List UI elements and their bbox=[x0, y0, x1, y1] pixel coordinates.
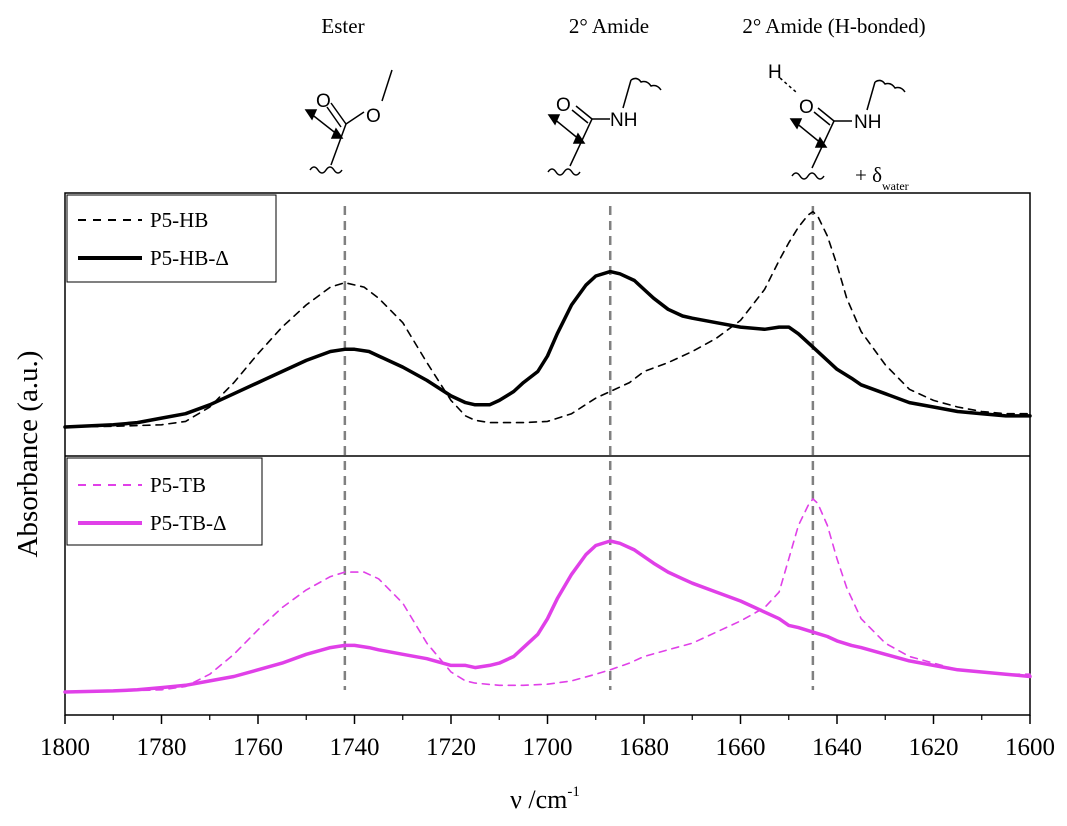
ester-o1-label: O bbox=[316, 91, 331, 112]
delta-prefix: + δ bbox=[855, 163, 882, 187]
ester-methyl-bond bbox=[381, 69, 393, 102]
amide-hb-wavy-bond-2 bbox=[874, 79, 906, 93]
amide-hb-o-label: O bbox=[799, 97, 814, 118]
ester-stretch-arrow bbox=[309, 112, 339, 136]
series-line-P5-HB bbox=[64, 210, 1031, 428]
amide-stretch-arrow bbox=[552, 117, 581, 141]
x-axis-label-main: ν /cm bbox=[510, 785, 567, 814]
ester-arrow-head-a bbox=[304, 109, 318, 121]
x-tick-label: 1640 bbox=[812, 734, 862, 761]
x-tick-label: 1780 bbox=[137, 734, 187, 761]
series-line-P5-TB bbox=[64, 498, 1031, 693]
x-tick-label: 1760 bbox=[233, 734, 283, 761]
amide-hb-arrow-head-a bbox=[789, 118, 803, 130]
amide-wavy-bond-2 bbox=[630, 77, 662, 91]
amide-arrow-head-a bbox=[547, 114, 561, 126]
series-line-P5-TB-Δ bbox=[63, 539, 1032, 694]
amide-hb-arrow-head-b bbox=[814, 136, 828, 148]
amide-hb-co-bond-a bbox=[817, 107, 835, 122]
reference-lines bbox=[343, 206, 815, 690]
amide-arrow-head-b bbox=[572, 132, 586, 144]
legend-top-label-2: P5-HB-Δ bbox=[150, 246, 229, 270]
ester-arrow-head-b bbox=[330, 127, 344, 139]
ester-structure bbox=[304, 69, 393, 174]
x-tick-label: 1720 bbox=[426, 734, 476, 761]
amide-hb-nc-bond bbox=[866, 81, 876, 111]
x-tick-label: 1600 bbox=[1005, 734, 1055, 761]
amide-hb-stretch-arrow bbox=[794, 121, 823, 145]
legend-top-box bbox=[66, 194, 277, 283]
x-tick-label: 1800 bbox=[40, 734, 90, 761]
legend-bottom-label-2: P5-TB-Δ bbox=[150, 511, 227, 535]
delta-subscript: water bbox=[882, 179, 909, 193]
series-line-P5-HB-Δ bbox=[63, 269, 1032, 429]
amide-hb-nh-label: NH bbox=[854, 112, 881, 133]
x-tick-label: 1740 bbox=[330, 734, 380, 761]
amide-structure bbox=[547, 77, 662, 176]
legend-top-label-1: P5-HB bbox=[150, 208, 208, 232]
x-tick-label: 1660 bbox=[716, 734, 766, 761]
series-layer bbox=[63, 210, 1032, 694]
x-tick-label: 1680 bbox=[619, 734, 669, 761]
ester-wavy-bond bbox=[309, 166, 343, 174]
legend-bottom-box bbox=[66, 457, 263, 546]
hydrogen-bond bbox=[779, 77, 797, 93]
amide-wavy-bond bbox=[547, 168, 581, 176]
amide-hb-wavy-bond bbox=[791, 172, 825, 180]
x-axis-label-superscript: -1 bbox=[567, 784, 580, 800]
x-tick-label: 1620 bbox=[909, 734, 959, 761]
ester-ester-bond bbox=[345, 111, 365, 125]
amide-hb-co-bond-b bbox=[813, 111, 831, 126]
ester-o2-label: O bbox=[366, 106, 381, 127]
ester-co-bond-b bbox=[326, 106, 342, 128]
amide-hbonded-structure bbox=[779, 77, 906, 180]
legend-top: P5-HB P5-HB-Δ bbox=[66, 194, 277, 283]
amide-nh-label: NH bbox=[610, 110, 637, 131]
annotation-ester: Ester bbox=[321, 14, 364, 38]
amide-co-bond-b bbox=[571, 109, 589, 124]
legend-bottom: P5-TB P5-TB-Δ bbox=[66, 457, 263, 546]
ester-co-bond-a bbox=[330, 102, 347, 125]
legend-bottom-label-1: P5-TB bbox=[150, 473, 206, 497]
x-axis-label: ν /cm-1 bbox=[510, 784, 580, 814]
amide-o-label: O bbox=[556, 95, 571, 116]
delta-water-label: + δwater bbox=[855, 163, 909, 193]
ester-bond-1 bbox=[330, 123, 347, 166]
annotation-amide: 2° Amide bbox=[569, 14, 649, 38]
hbond-h-label: H bbox=[768, 62, 782, 83]
x-tick-label: 1700 bbox=[523, 734, 573, 761]
y-axis-label: Absorbance (a.u.) bbox=[12, 351, 44, 558]
amide-nc-bond bbox=[622, 79, 632, 109]
x-axis-ticks: 1800 1780 1760 1740 1720 1700 1680 1660 1640 1620… bbox=[40, 715, 1055, 761]
annotation-amide-hbonded: 2° Amide (H-bonded) bbox=[742, 14, 925, 38]
amide-co-bond-a bbox=[575, 105, 593, 120]
